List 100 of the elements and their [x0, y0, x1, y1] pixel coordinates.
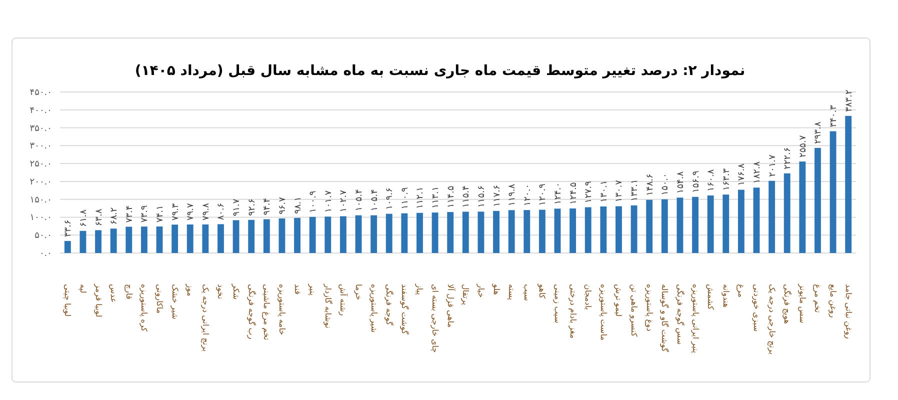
x-tick-label: کنسرو ماهی تن: [630, 284, 639, 337]
x-tick-label: دوغ پاستوریزه: [644, 284, 654, 332]
x-tick-label: چای خارجی بسته ای: [430, 284, 440, 353]
x-tick-label: لپه: [78, 284, 88, 294]
bar: [630, 205, 638, 253]
data-label: ۱۱۳.۱: [431, 186, 442, 209]
x-tick-label: روغن نباتی جامد: [844, 284, 853, 340]
data-label: ۸۰.۶: [216, 202, 227, 220]
data-label: ۹۸.۱: [293, 196, 304, 214]
x-tick-label: رشته آش: [338, 284, 349, 316]
bar: [784, 173, 790, 253]
x-tick-label: قند: [292, 284, 302, 295]
x-tick-label: گوجه فرنگی: [384, 284, 395, 326]
bar: [584, 207, 592, 253]
x-tick-label: روغن مایع: [828, 284, 838, 318]
data-label: ۷۳.۹: [140, 205, 150, 223]
data-label: ۱۲۷.۹: [584, 180, 594, 204]
data-label: ۳۴۰.۳: [829, 104, 840, 128]
bar: [845, 116, 852, 253]
data-label: ۱۶۰.۸: [706, 169, 717, 192]
x-tick-label: سیب زمینی: [553, 284, 562, 324]
x-tick-label: لوبیا قرمز: [94, 283, 103, 318]
data-label: ۱۰۹.۶: [385, 187, 396, 210]
bar: [278, 218, 286, 253]
x-tick-label: شکر: [232, 283, 241, 300]
bar: [355, 215, 362, 253]
bar: [432, 212, 438, 253]
bar: [554, 208, 561, 253]
x-tick-label: کشمش: [706, 284, 716, 310]
data-label: ۹۱.۷: [232, 198, 242, 216]
y-tick-label: ۳۵۰.۰: [30, 124, 52, 134]
bar: [263, 219, 270, 253]
data-label: ۲۲۲.۶: [783, 146, 794, 170]
bar: [508, 210, 515, 253]
bar: [126, 226, 132, 253]
x-tick-label: رب گوجه فرنگی: [246, 284, 257, 340]
data-label: ۱۲۴.۰: [554, 182, 564, 205]
bar: [447, 212, 454, 253]
x-tick-label: خیار: [476, 283, 486, 298]
data-label: ۱۱۵.۴: [462, 185, 472, 208]
data-label: ۱۵۰.۰: [660, 173, 671, 196]
data-label: ۱۱۷.۶: [492, 184, 502, 207]
bar: [218, 224, 224, 253]
x-tick-label: هویج فرنگی: [782, 284, 793, 324]
data-label: ۱۳۰.۱: [599, 180, 610, 202]
data-label: ۱۶۳.۳: [722, 168, 732, 191]
x-tick-label: کاهو: [538, 283, 547, 299]
bar: [309, 216, 316, 253]
bar: [248, 220, 255, 253]
x-tick-label: شیر خشک: [170, 284, 180, 320]
x-tick-label: گوشت گاو و گوساله: [660, 284, 670, 352]
bar: [462, 212, 469, 253]
data-label: ۱۱۲.۱: [416, 186, 426, 209]
bar: [722, 194, 730, 253]
bar: [570, 208, 576, 253]
x-tick-label: کره پاستوریزه: [140, 284, 149, 332]
bar: [814, 148, 821, 253]
bar: [830, 131, 836, 253]
bar: [294, 218, 300, 253]
data-label: ۶۸.۲: [110, 207, 120, 225]
bar: [616, 206, 622, 253]
bar: [416, 212, 423, 253]
x-tick-label: ماهی قزل آلا: [446, 284, 456, 328]
x-tick-label: لوبیا چیتی: [63, 284, 72, 317]
data-label: ۱۸۲.۸: [752, 161, 762, 184]
x-tick-label: هلو: [492, 283, 501, 295]
x-tick-label: پنیر ایرانی پاستوریزه: [690, 284, 700, 354]
data-label: ۱۳۰.۷: [614, 180, 625, 202]
x-tick-label: گوشت گوسفند: [400, 284, 410, 335]
data-label: ۱۱۹.۸: [508, 184, 518, 206]
x-tick-label: قارچ: [124, 284, 134, 300]
x-tick-label: پسته: [507, 284, 516, 300]
x-tick-label: ماست پاستوریزه: [598, 284, 608, 340]
x-tick-label: نوشابه گازدار: [323, 283, 334, 328]
bar: [646, 200, 653, 253]
x-tick-label: برنج ایرانی درجه یک: [200, 284, 210, 352]
bar: [676, 198, 684, 253]
x-tick-label: موز: [186, 283, 195, 296]
data-label: ۱۲۰.۹: [538, 183, 548, 206]
x-tick-label: برنج خارجی درجه یک: [767, 284, 776, 355]
data-label: ۲۰۱.۷: [768, 154, 778, 177]
bar: [661, 199, 668, 253]
data-label: ۲۹۳.۸: [814, 122, 824, 144]
x-tick-label: عدس: [109, 284, 118, 303]
data-label: ۶۱.۸: [78, 209, 89, 227]
bar: [738, 190, 744, 253]
y-tick-label: ۰.۰: [39, 249, 52, 259]
x-tick-label: نخود: [216, 284, 226, 300]
data-label: ۷۴.۱: [156, 205, 166, 222]
bar: [110, 228, 117, 253]
data-label: ۱۱۰.۹: [400, 186, 410, 210]
data-label: ۳۸۳.۲: [844, 90, 854, 112]
bar: [524, 210, 530, 253]
y-tick-label: ۲۰۰.۰: [30, 177, 52, 188]
y-tick-label: ۵۰.۰: [34, 231, 52, 242]
y-tick-label: ۴۵۰.۰: [30, 88, 52, 98]
x-tick-label: مرغ: [736, 284, 746, 298]
data-label: ۷۹.۸: [201, 202, 212, 220]
x-tick-label: ماکارونی: [155, 284, 164, 314]
bar: [493, 210, 500, 253]
